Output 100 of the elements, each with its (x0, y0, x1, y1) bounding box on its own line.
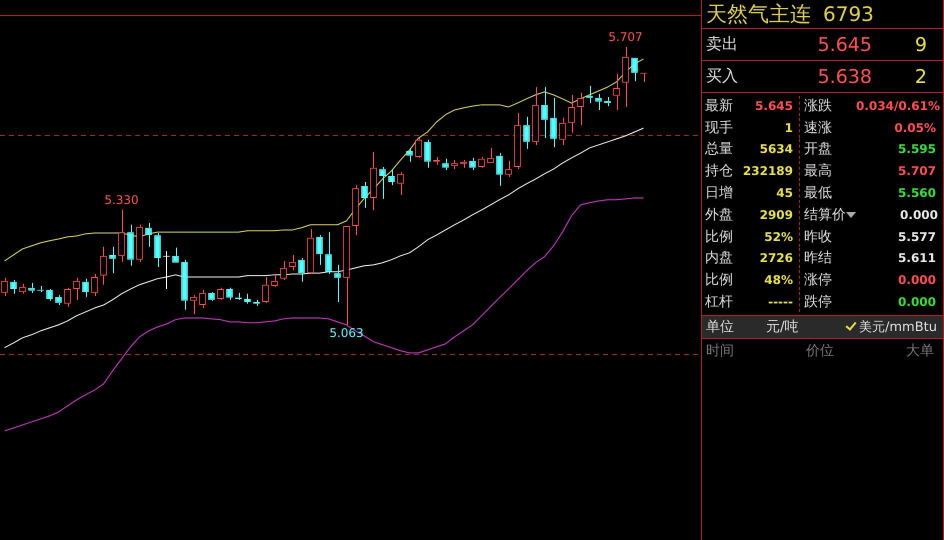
text: 日增 (705, 184, 734, 202)
text: 杠杆 (705, 293, 734, 312)
candlestick (1, 277, 8, 296)
text: 0.034/0.61% (856, 98, 940, 113)
candlestick (262, 276, 269, 304)
text: 比例 (705, 228, 734, 246)
candlestick (91, 273, 98, 296)
candlestick (496, 152, 503, 186)
text: 总量 (705, 140, 734, 158)
text: 涨停 (804, 271, 833, 290)
candlestick (136, 224, 143, 262)
text: 结算价 (804, 206, 846, 224)
text: 最高 (804, 162, 833, 180)
text: 6793 (823, 2, 874, 26)
candlestick (118, 209, 125, 262)
candlestick (415, 138, 422, 158)
text: 5.645 (816, 34, 872, 56)
text: 5.638 (816, 66, 872, 88)
annotation: 5.330 (104, 192, 139, 207)
candlestick (451, 160, 458, 170)
candlestick (469, 157, 476, 170)
text: 速涨 (804, 118, 833, 137)
candlestick (298, 257, 305, 282)
annotation: 5.707 (608, 30, 643, 44)
text: 9 (914, 34, 927, 56)
candlestick (244, 293, 251, 304)
candlestick (370, 151, 377, 211)
text: 持仓 (705, 162, 734, 180)
text: 5.577 (897, 230, 937, 244)
text: 时间 (706, 342, 735, 360)
text: 2 (914, 66, 927, 88)
text: 232189 (742, 164, 793, 178)
candlestick (352, 184, 359, 236)
candlestick (325, 232, 332, 274)
text: 卖出 (706, 34, 739, 55)
text: 5.560 (897, 186, 937, 200)
text: 2726 (758, 251, 793, 266)
candlestick (64, 287, 71, 308)
candlestick (532, 86, 539, 146)
candlestick (550, 97, 557, 148)
text: 5.707 (897, 164, 937, 178)
candlestick (631, 58, 638, 82)
candlestick (55, 294, 62, 306)
text: 开盘 (804, 140, 833, 158)
text: 5.595 (897, 142, 937, 156)
text: 元/吨 (766, 318, 800, 336)
text: 0.05% (893, 120, 937, 135)
text: 5634 (758, 142, 793, 156)
candlestick (154, 232, 161, 268)
text: 0.000 (897, 273, 937, 288)
candlestick (523, 116, 530, 150)
text: 最新 (705, 96, 734, 115)
candlestick (622, 46, 629, 108)
text: 现手 (705, 118, 734, 137)
candlestick (568, 94, 575, 134)
text: 跌停 (804, 293, 833, 312)
candlestick (28, 282, 35, 294)
text: 48% (763, 273, 793, 288)
candlestick (406, 147, 413, 162)
candlestick (514, 112, 521, 170)
text: 外盘 (705, 206, 734, 224)
candlestick (424, 139, 431, 168)
text: 1 (784, 120, 793, 135)
text: 天然气主连 (706, 1, 811, 28)
candlestick (127, 224, 134, 266)
text: 大单 (906, 342, 935, 360)
candlestick (343, 226, 350, 326)
candlestick (109, 246, 116, 274)
candlestick (361, 182, 368, 208)
text: 涨跌 (804, 96, 833, 115)
text: 昨收 (804, 228, 833, 246)
candlestick (334, 264, 341, 302)
text: 单位 (706, 318, 735, 336)
candlestick (316, 234, 323, 266)
text: 美元/mmBtu (859, 318, 937, 336)
candlestick (145, 222, 152, 248)
text: 5.645 (754, 98, 793, 113)
text: 2909 (758, 208, 793, 222)
text: 0.000 (899, 208, 939, 222)
candlestick (559, 117, 566, 146)
candlestick (307, 228, 314, 274)
text: 昨结 (804, 249, 833, 268)
text: 52% (763, 230, 793, 244)
candlestick (541, 86, 548, 139)
candlestick (442, 158, 449, 170)
text: 5.611 (897, 251, 937, 266)
annotation: 5.063 (329, 326, 364, 340)
text: 比例 (705, 271, 734, 290)
text: 45 (775, 186, 793, 200)
text: 价位 (806, 342, 835, 360)
text: 买入 (706, 66, 739, 87)
candlestick (181, 259, 188, 310)
text: 内盘 (705, 249, 734, 268)
text: 0.000 (897, 295, 937, 310)
candlestick (172, 247, 179, 263)
text: 最低 (804, 184, 833, 202)
candlestick (199, 289, 206, 309)
candlestick (100, 246, 107, 286)
text: ----- (767, 295, 793, 310)
candlestick (595, 94, 602, 110)
